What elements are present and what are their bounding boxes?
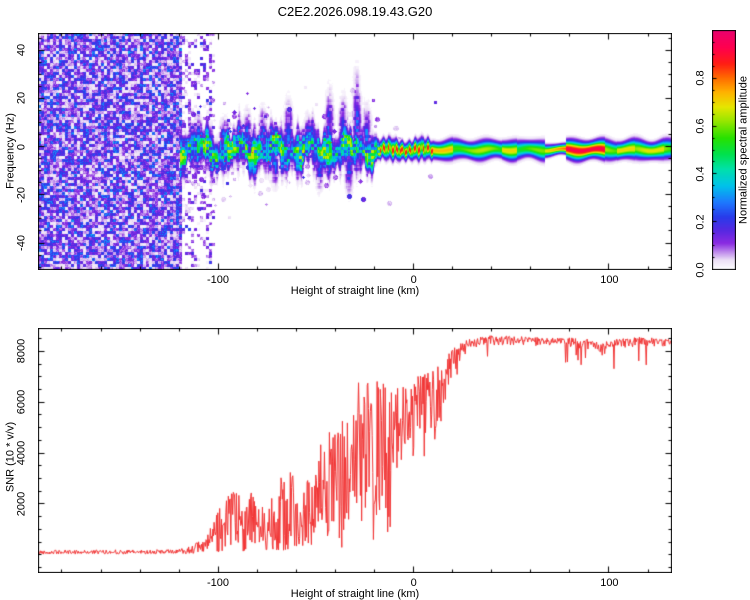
colorbar-title: Normalized spectral amplitude bbox=[737, 76, 750, 224]
plot-title: C2E2.2026.098.19.43.G20 bbox=[277, 4, 433, 19]
x-tick-label: 0 bbox=[410, 274, 417, 286]
x-tick-label: 0 bbox=[410, 577, 417, 589]
y-tick-label: 40 bbox=[15, 43, 28, 57]
snr-canvas bbox=[38, 328, 672, 573]
x-tick-label: -100 bbox=[207, 577, 230, 589]
x-tick-label: 100 bbox=[600, 577, 619, 589]
x-tick-label: 100 bbox=[600, 274, 619, 286]
spectrogram-xaxis-title: Height of straight line (km) bbox=[290, 285, 420, 297]
y-tick-label: 4000 bbox=[15, 440, 28, 466]
y-tick-label: 0 bbox=[15, 143, 28, 150]
y-tick-label: 20 bbox=[15, 92, 28, 105]
y-tick-label: 2000 bbox=[15, 491, 28, 517]
y-tick-label: 6000 bbox=[15, 389, 28, 415]
spectrogram-canvas bbox=[38, 33, 672, 270]
spectrogram-yaxis-title: Frequency (Hz) bbox=[4, 113, 17, 189]
colorbar-tick-label: 0.4 bbox=[694, 166, 707, 182]
colorbar bbox=[712, 30, 736, 270]
colorbar-tick-label: 0.0 bbox=[694, 262, 707, 278]
colorbar-tick-label: 0.2 bbox=[694, 214, 707, 230]
colorbar-tick-label: 0.8 bbox=[694, 70, 707, 86]
y-tick-label: -40 bbox=[15, 235, 28, 252]
snr-xaxis-title: Height of straight line (km) bbox=[290, 588, 420, 600]
y-tick-label: 8000 bbox=[15, 338, 28, 364]
y-tick-label: -20 bbox=[15, 187, 28, 203]
colorbar-tick-label: 0.6 bbox=[694, 118, 707, 134]
x-tick-label: -100 bbox=[207, 274, 230, 286]
